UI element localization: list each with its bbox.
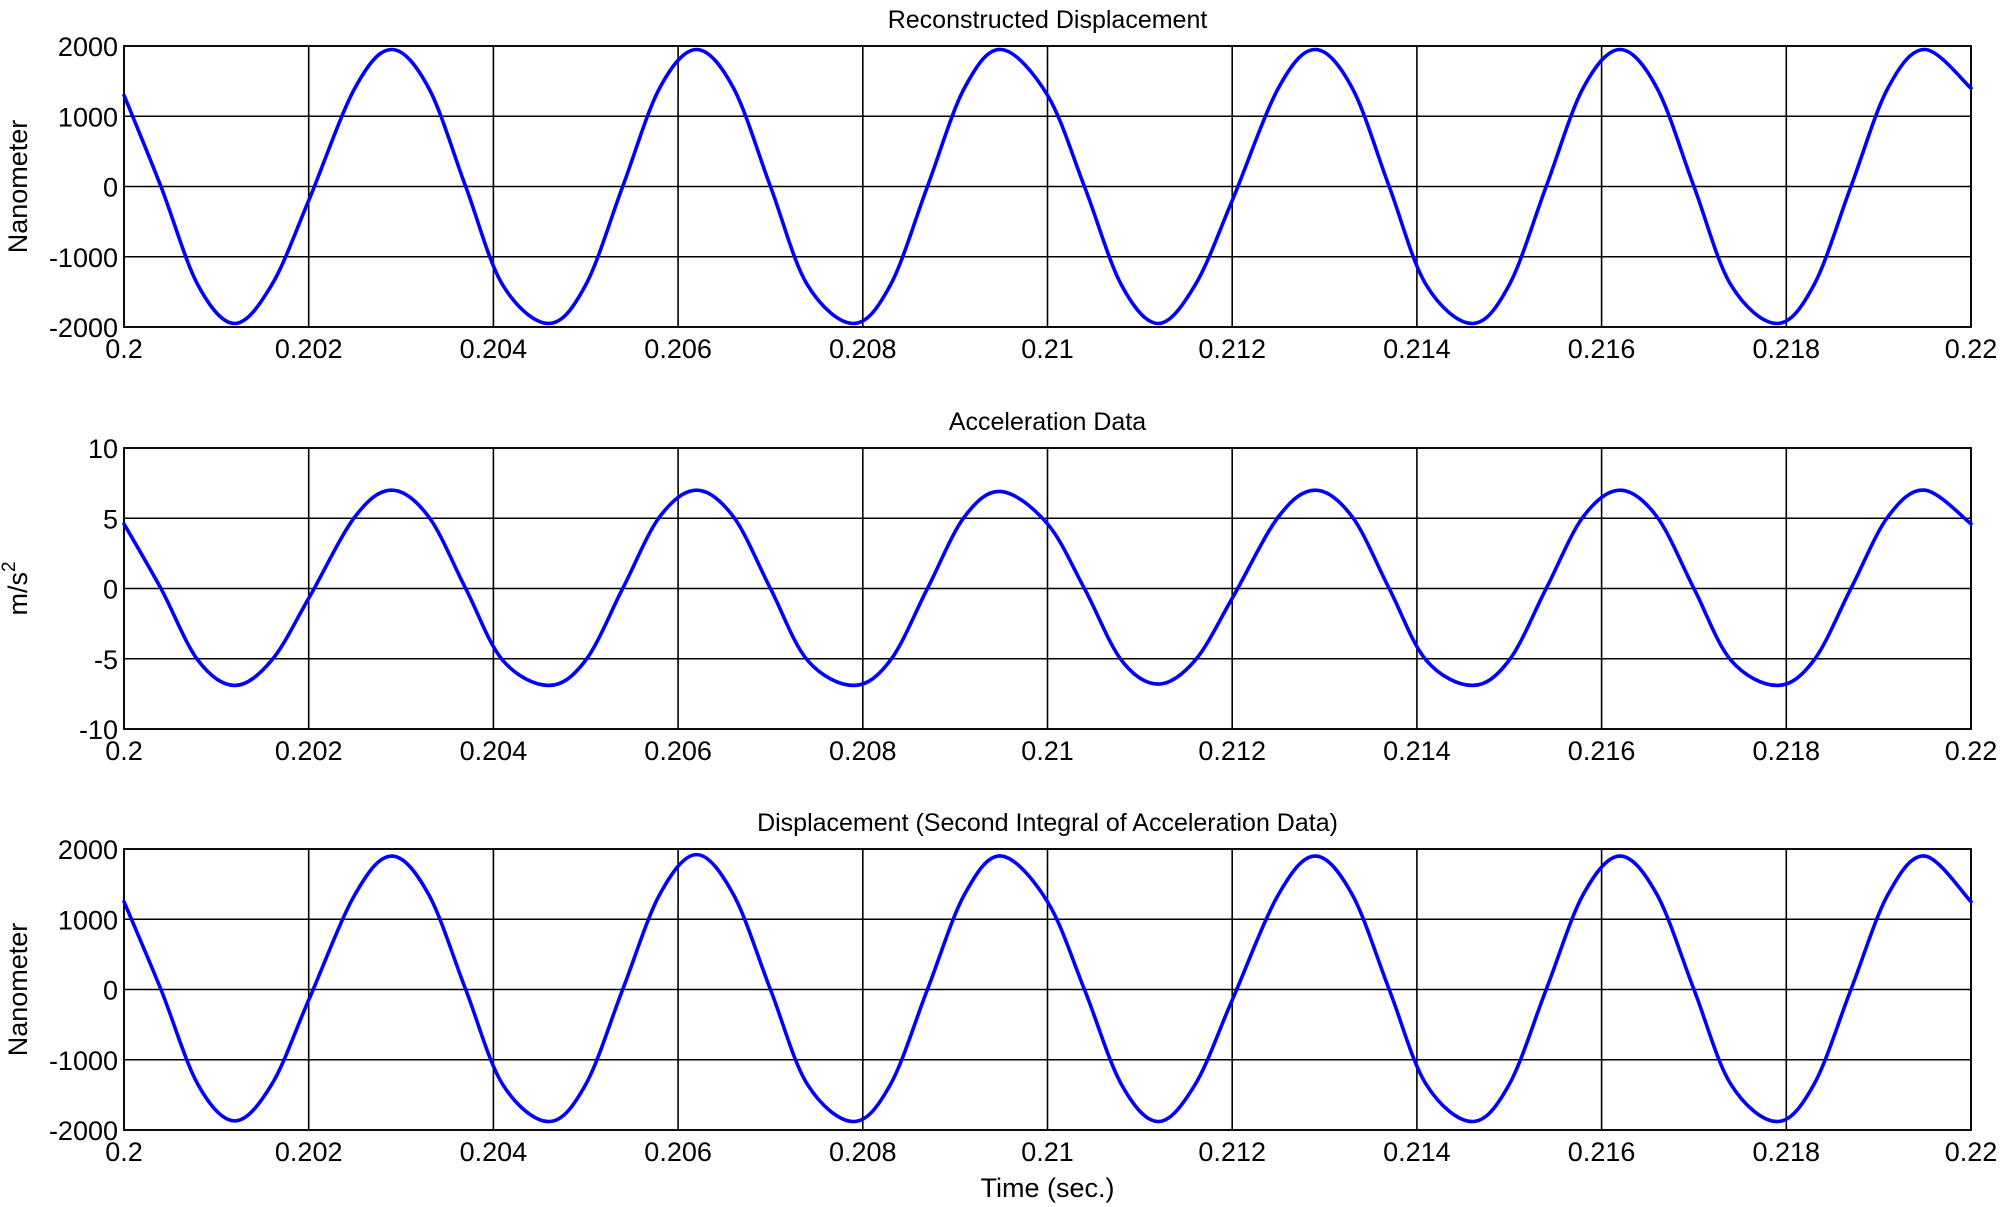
series-line <box>122 47 1973 326</box>
y-axis-label-text: Nanometer <box>3 923 33 1057</box>
y-tick-label: 0 <box>103 575 118 605</box>
y-axis-label-superscript: 2 <box>0 561 20 572</box>
x-tick-label: 0.216 <box>1568 1137 1636 1167</box>
plot-title: Reconstructed Displacement <box>888 6 1208 34</box>
x-tick-label: 0.208 <box>829 1137 897 1167</box>
y-tick-label: 5 <box>103 504 118 534</box>
x-tick-label: 0.21 <box>1021 736 1074 766</box>
plot-title: Displacement (Second Integral of Acceler… <box>757 809 1338 837</box>
x-tick-label: 0.2 <box>105 1137 143 1167</box>
x-tick-label: 0.208 <box>829 736 897 766</box>
x-tick-label: 0.2 <box>105 736 143 766</box>
y-tick-label: -1000 <box>49 1046 118 1076</box>
subplot-1: 0.2 0.202 0.204 0.206 0.208 0.21 0.212 0.214 0.2… <box>3 6 1997 364</box>
axes-frame <box>123 848 1972 1131</box>
x-tick-label: 0.208 <box>829 334 897 364</box>
series-line <box>122 488 1973 688</box>
x-tick-label: 0.21 <box>1021 334 1074 364</box>
y-tick-label: 0 <box>103 173 118 203</box>
x-tick-label: 0.216 <box>1568 736 1636 766</box>
x-tick-label: 0.204 <box>460 334 528 364</box>
x-tick-label: 0.206 <box>644 1137 712 1167</box>
x-tick-label: 0.212 <box>1198 736 1266 766</box>
x-tick-label: 0.202 <box>275 736 343 766</box>
x-tick-label: 0.204 <box>460 1137 528 1167</box>
x-tick-label: 0.21 <box>1021 1137 1074 1167</box>
y-tick-label: -10 <box>79 715 118 745</box>
y-axis-label: Nanometer <box>3 120 33 254</box>
y-tick-label: 10 <box>88 434 118 464</box>
y-tick-label: 1000 <box>58 905 118 935</box>
plot-title: Acceleration Data <box>949 408 1146 436</box>
x-tick-label: 0.204 <box>460 736 528 766</box>
x-tick-label: 0.218 <box>1753 1137 1821 1167</box>
x-tick-label: 0.214 <box>1383 736 1451 766</box>
subplot-2: 0.2 0.202 0.204 0.206 0.208 0.21 0.212 0.214 0.2… <box>0 408 1997 766</box>
series-line <box>122 852 1973 1124</box>
y-tick-label: -2000 <box>49 1116 118 1146</box>
x-tick-label: 0.202 <box>275 1137 343 1167</box>
x-tick-label: 0.202 <box>275 334 343 364</box>
y-tick-label: 2000 <box>58 835 118 865</box>
y-axis-label-text: m/s <box>3 572 33 616</box>
x-tick-label: 0.216 <box>1568 334 1636 364</box>
x-tick-label: 0.206 <box>644 334 712 364</box>
axes-frame <box>123 447 1972 730</box>
y-tick-label: -1000 <box>49 243 118 273</box>
y-axis-label-text: Nanometer <box>3 120 33 254</box>
x-tick-label: 0.22 <box>1945 334 1998 364</box>
x-tick-label: 0.218 <box>1753 736 1821 766</box>
x-tick-label: 0.22 <box>1945 736 1998 766</box>
y-tick-label: 0 <box>103 976 118 1006</box>
x-axis-label: Time (sec.) <box>981 1173 1115 1203</box>
y-tick-label: 1000 <box>58 102 118 132</box>
y-axis-label: m/s2 <box>0 561 33 615</box>
y-tick-label: -2000 <box>49 313 118 343</box>
y-tick-label: 2000 <box>58 32 118 62</box>
y-axis-label: Nanometer <box>3 923 33 1057</box>
x-tick-label: 0.206 <box>644 736 712 766</box>
x-tick-label: 0.22 <box>1945 1137 1998 1167</box>
x-tick-label: 0.212 <box>1198 334 1266 364</box>
x-tick-label: 0.212 <box>1198 1137 1266 1167</box>
axes-frame <box>123 45 1972 328</box>
x-tick-label: 0.2 <box>105 334 143 364</box>
x-tick-label: 0.214 <box>1383 334 1451 364</box>
x-tick-label: 0.218 <box>1753 334 1821 364</box>
x-tick-label: 0.214 <box>1383 1137 1451 1167</box>
subplot-3: 0.2 0.202 0.204 0.206 0.208 0.21 0.212 0.214 0.2… <box>3 809 1997 1203</box>
y-tick-label: -5 <box>94 645 118 675</box>
